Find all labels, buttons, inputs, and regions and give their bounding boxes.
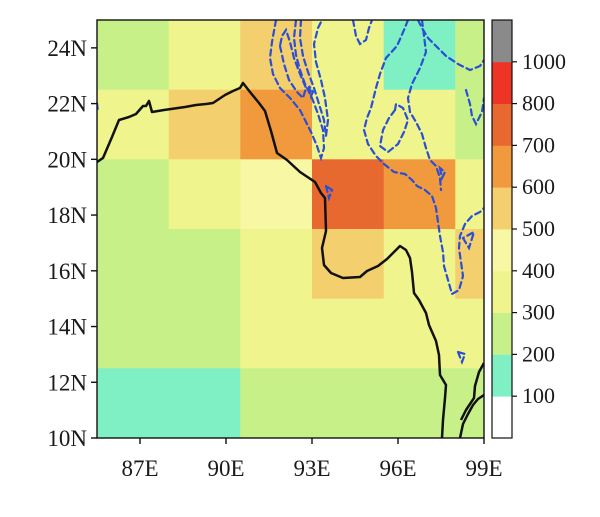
y-tick-label: 12N xyxy=(47,370,87,395)
colorbar-segment xyxy=(492,187,512,230)
colorbar-label: 200 xyxy=(522,341,555,366)
contour-12 xyxy=(461,229,476,251)
y-axis: 10N 12N 14N 16N 18N 20N 22N 24N xyxy=(47,36,97,451)
y-tick-label: 16N xyxy=(47,259,87,284)
coastline-layer xyxy=(97,81,484,438)
colorbar: 100 200 300 400 500 600 700 800 1000 xyxy=(491,19,566,439)
heatmap-cell xyxy=(168,20,241,91)
contour-13 xyxy=(456,350,467,366)
colorbar-segment xyxy=(492,20,512,63)
colorbar-segment xyxy=(492,354,512,397)
y-tick-label: 14N xyxy=(47,315,87,340)
x-tick-label: 90E xyxy=(207,456,244,481)
plot-frame xyxy=(96,19,485,439)
coastline-main xyxy=(97,81,448,438)
y-tick-label: 18N xyxy=(47,203,87,228)
heatmap-cell xyxy=(97,89,170,160)
heatmap-cell xyxy=(383,229,456,300)
colorbar-segment xyxy=(492,270,512,313)
heatmap-cell xyxy=(97,229,170,300)
colorbar-label: 1000 xyxy=(522,49,566,74)
heatmap-cell xyxy=(312,20,385,91)
heatmap-cell xyxy=(383,159,456,230)
y-tick-label: 24N xyxy=(47,36,87,61)
heatmap-cell xyxy=(312,368,385,438)
heatmap-cell xyxy=(240,159,313,230)
heatmap-cell xyxy=(383,298,456,369)
heatmap-cell xyxy=(168,298,241,369)
x-tick-label: 93E xyxy=(293,456,330,481)
heatmap-cell xyxy=(168,89,241,160)
colorbar-segment xyxy=(492,145,512,188)
heatmap-cell xyxy=(240,368,313,438)
contour-14 xyxy=(324,183,334,202)
contour-9 xyxy=(406,20,443,192)
colorbar-segment xyxy=(492,312,512,355)
y-tick-label: 22N xyxy=(47,92,87,117)
heatmap-cell xyxy=(97,20,170,91)
x-axis: 87E 90E 93E 96E 99E xyxy=(121,438,503,481)
colorbar-segment xyxy=(492,396,512,439)
colorbar-label: 300 xyxy=(522,300,555,325)
heatmap-cell xyxy=(312,159,385,230)
contour-1 xyxy=(268,20,326,162)
contour-6 xyxy=(362,20,484,296)
contour-2 xyxy=(298,20,330,137)
y-tick-label: 10N xyxy=(47,426,87,451)
heatmap-cell xyxy=(240,229,313,300)
heatmap-cell xyxy=(168,159,241,230)
heatmap-cell xyxy=(97,368,170,438)
heatmap-cell xyxy=(168,368,241,438)
x-tick-label: 87E xyxy=(121,456,158,481)
colorbar-label: 100 xyxy=(522,383,555,408)
colorbar-label: 700 xyxy=(522,132,555,157)
colorbar-label: 400 xyxy=(522,258,555,283)
y-tick-label: 20N xyxy=(47,147,87,172)
contour-8 xyxy=(378,102,410,154)
heatmap-cell xyxy=(455,20,484,91)
colorbar-segment xyxy=(492,61,512,104)
heatmap-cell xyxy=(168,229,241,300)
heatmap-cell xyxy=(240,298,313,369)
heatmap-cell xyxy=(97,298,170,369)
contour-11 xyxy=(438,165,447,182)
x-tick-label: 96E xyxy=(379,456,416,481)
heatmap-cell xyxy=(383,89,456,160)
colorbar-label: 800 xyxy=(522,91,555,116)
contour-layer xyxy=(97,20,484,366)
contour-5 xyxy=(351,20,374,46)
colorbar-label: 500 xyxy=(522,216,555,241)
x-tick-label: 99E xyxy=(465,456,502,481)
coastline-lake xyxy=(459,362,484,421)
colorbar-segment xyxy=(492,229,512,272)
coastline-peninsula xyxy=(458,393,484,438)
heatmap-cell xyxy=(312,298,385,369)
contour-10 xyxy=(464,88,484,127)
colorbar-segment xyxy=(492,103,512,146)
contour-4 xyxy=(307,85,315,100)
heatmap-cell xyxy=(97,159,170,230)
colorbar-label: 600 xyxy=(522,174,555,199)
contour-3 xyxy=(278,27,308,101)
